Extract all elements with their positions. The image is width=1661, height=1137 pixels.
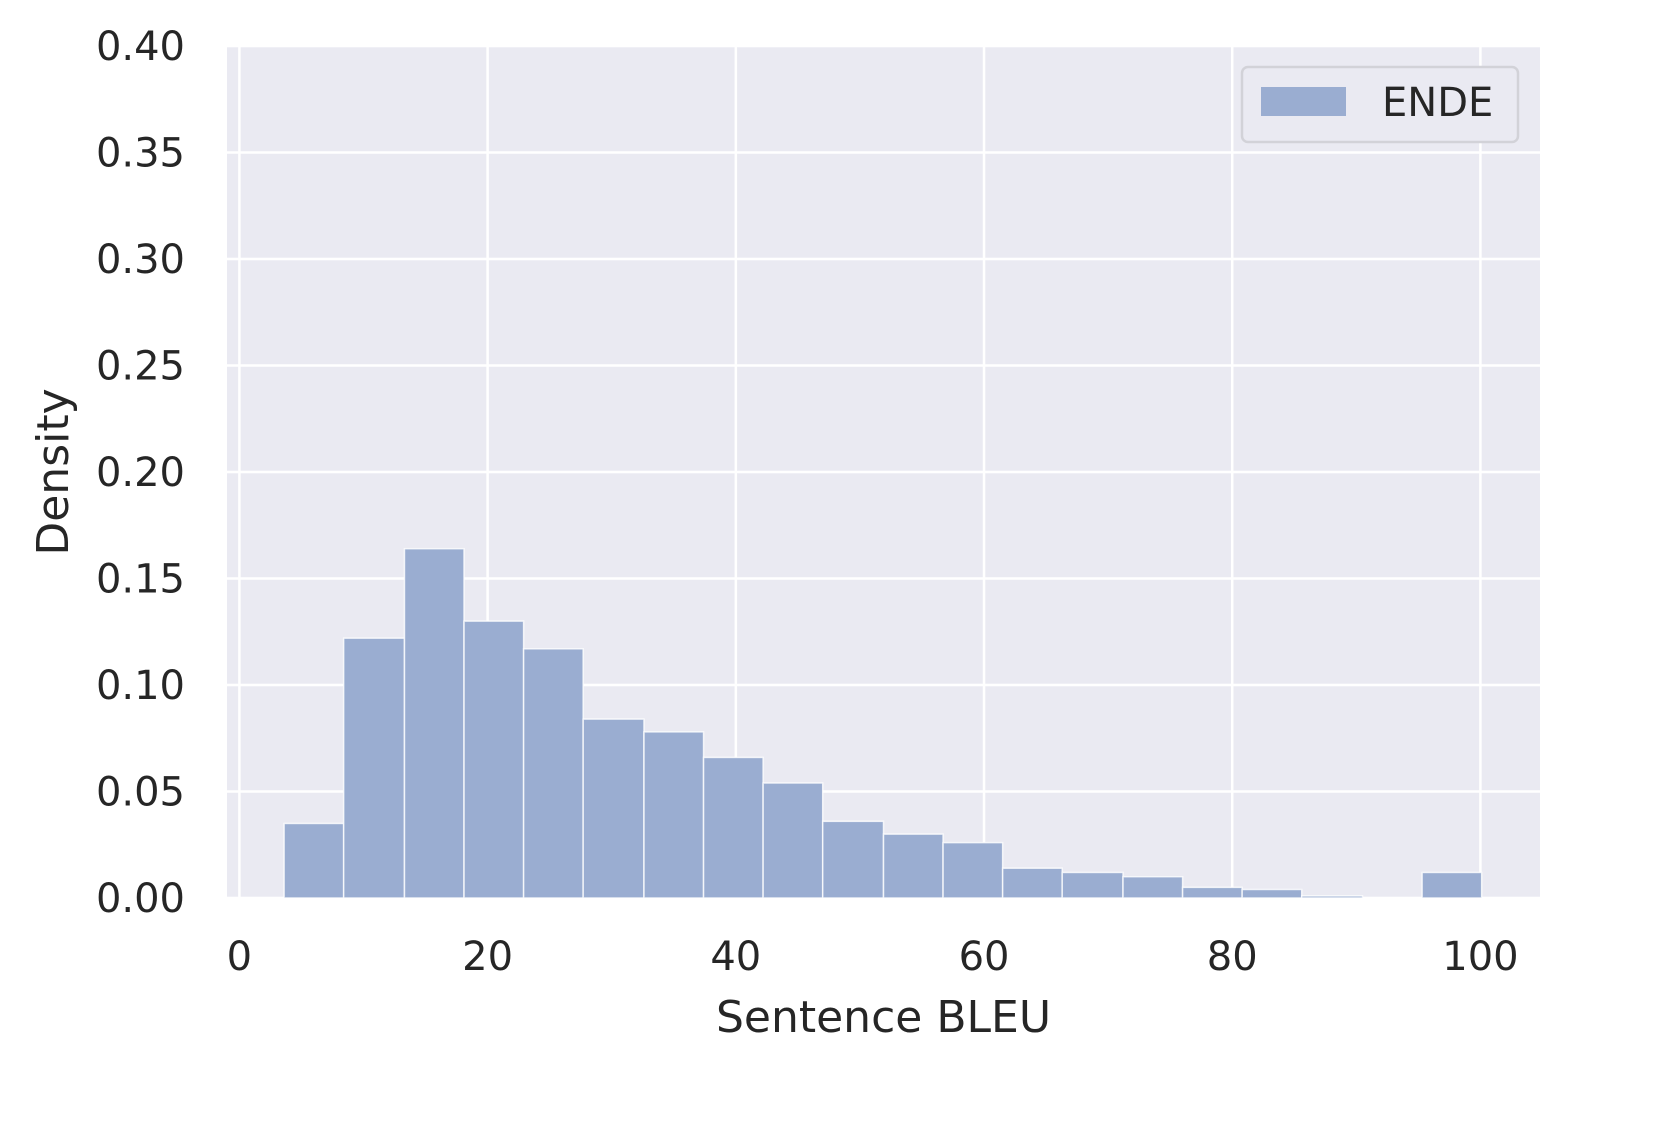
y-tick-label: 0.40 [96,24,185,70]
x-tick-label: 0 [227,934,252,980]
y-tick-label: 0.25 [96,344,185,390]
histogram-bar [403,547,465,899]
legend-swatch [1261,87,1346,116]
x-tick-label: 100 [1442,934,1518,980]
histogram-bar [582,718,645,899]
y-tick-label: 0.10 [96,663,185,709]
histogram-bar [882,833,944,899]
histogram-bar [942,841,1004,899]
legend-label-ende: ENDE [1382,80,1493,126]
y-tick-label: 0.00 [96,876,185,922]
histogram-bar [1001,867,1063,899]
histogram-bar [1300,895,1364,899]
histogram-bar [463,620,525,899]
histogram-bar [762,782,824,899]
histogram-bar [342,637,406,899]
y-tick-label: 0.15 [96,557,185,603]
histogram-bar [522,648,584,899]
histogram-bar [1241,888,1303,899]
y-tick-label: 0.05 [96,770,185,816]
legend-box [1240,65,1520,144]
histogram-bar [1122,875,1184,899]
y-tick-label: 0.30 [96,237,185,283]
y-axis-label: Density [28,388,79,555]
histogram-bar [1181,886,1243,899]
y-tick-label: 0.20 [96,450,185,496]
x-tick-label: 40 [710,934,761,980]
histogram-bar [643,731,705,899]
histogram-bar [821,820,885,899]
y-tick-labels: 0.00 0.05 0.10 0.15 0.20 0.25 0.30 0.35 0.40 [96,24,185,922]
histogram-bar [283,822,345,899]
histogram-bar [1421,871,1483,899]
bars [283,547,1483,899]
x-tick-labels: 0 20 40 60 80 100 [227,934,1519,980]
x-tick-label: 80 [1207,934,1258,980]
histogram-bar [1061,871,1124,899]
histogram-bar [702,756,764,899]
x-tick-label: 20 [462,934,513,980]
y-tick-label: 0.35 [96,131,185,177]
x-tick-label: 60 [959,934,1010,980]
x-axis-label: Sentence BLEU [716,992,1051,1043]
legend: ENDE [1240,65,1520,144]
